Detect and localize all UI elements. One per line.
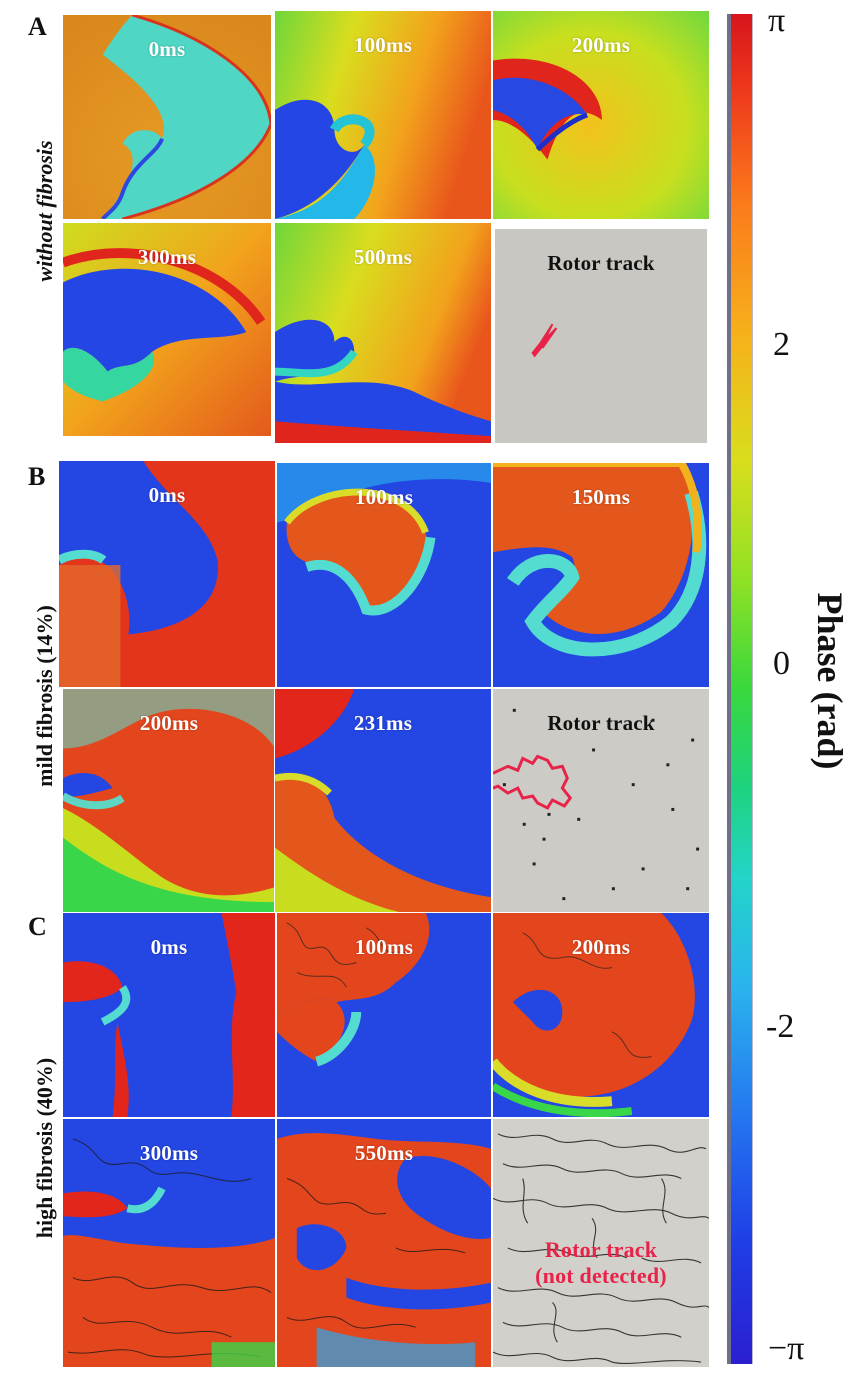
tile-label-c-300ms: 300ms [139,1141,199,1165]
colorbar-tick-2: 2 [773,326,790,363]
colorbar-tick-0: 0 [773,645,790,682]
rotor-track-map-c [493,1119,709,1367]
tile-b-100ms: 100ms [276,462,492,688]
tile-label-a-200ms: 200ms [571,33,631,57]
tile-a-200ms: 200ms [492,10,710,220]
phase-map-c-100ms [277,913,491,1117]
tile-b-200ms: 200ms [62,688,276,914]
phase-colorbar [727,14,753,1364]
phase-map-c-300ms [63,1119,275,1367]
row-label-high-fibrosis: high fibrosis (40%) [32,1057,57,1239]
tile-label-b-150ms: 150ms [571,485,631,509]
phase-map-c-200ms [493,913,709,1117]
rotor-track-trace-b [493,754,573,810]
tile-b-231ms: 231ms [274,688,492,914]
rotor-track-trace-a [531,323,558,358]
tile-a-rotor-track: Rotor track [494,228,708,444]
colorbar-tick-minus-2: -2 [766,1008,795,1045]
tile-c-550ms: 550ms [276,1118,492,1368]
phase-map-c-0ms [63,913,275,1117]
tile-b-150ms: 150ms [492,462,710,688]
row-label-without-fibrosis: without fibrosis [32,140,57,282]
rotor-track-map-b [493,689,709,913]
phase-map-c-550ms [277,1119,491,1367]
tile-label-b-231ms: 231ms [353,711,413,735]
phase-map-a-300ms [63,223,271,436]
tile-b-rotor-track: Rotor track [492,688,710,914]
tile-c-rotor-track: Rotor track (not detected) [492,1118,710,1368]
phase-map-b-150ms [493,463,709,687]
panel-letter-a: A [28,12,47,41]
tile-b-0ms: 0ms [58,460,276,688]
colorbar-tick-minus-pi: −π [768,1330,805,1367]
tile-label-c-550ms: 550ms [354,1141,414,1165]
phase-map-a-100ms [275,11,491,219]
tile-label-a-500ms: 500ms [353,245,413,269]
tile-c-100ms: 100ms [276,912,492,1118]
tile-label-c-100ms: 100ms [354,935,414,959]
tile-label-a-300ms: 300ms [137,245,197,269]
panel-letter-c: C [28,912,47,941]
colorbar-title: Phase (rad) [810,592,850,770]
row-label-mild-fibrosis: mild fibrosis (14%) [32,605,57,787]
tile-a-500ms: 500ms [274,222,492,444]
tile-a-0ms: 0ms [62,14,272,220]
tile-label-b-0ms: 0ms [148,483,186,507]
phase-map-b-100ms [277,463,491,687]
tile-label-c-0ms: 0ms [150,935,188,959]
rotor-track-map-a [495,229,707,443]
tile-c-200ms: 200ms [492,912,710,1118]
tile-c-300ms: 300ms [62,1118,276,1368]
tile-label-b-rotor-track: Rotor track [547,711,655,735]
tile-label-b-100ms: 100ms [354,485,414,509]
tile-label-a-rotor-track: Rotor track [547,251,655,275]
tile-a-100ms: 100ms [274,10,492,220]
phase-map-a-200ms [493,11,709,219]
phase-map-a-500ms [275,223,491,443]
phase-map-b-0ms [59,461,275,687]
tile-label-a-100ms: 100ms [353,33,413,57]
phase-map-b-200ms [63,689,275,913]
tile-label-c-rotor-track: Rotor track (not detected) [535,1237,667,1288]
phase-map-b-231ms [275,689,491,913]
tile-a-300ms: 300ms [62,222,272,437]
panel-letter-b: B [28,462,46,491]
phase-map-a-0ms [63,15,271,219]
colorbar-tick-pi: π [768,2,786,39]
tile-label-a-0ms: 0ms [148,37,186,61]
tile-label-c-200ms: 200ms [571,935,631,959]
tile-label-b-200ms: 200ms [139,711,199,735]
tile-c-0ms: 0ms [62,912,276,1118]
